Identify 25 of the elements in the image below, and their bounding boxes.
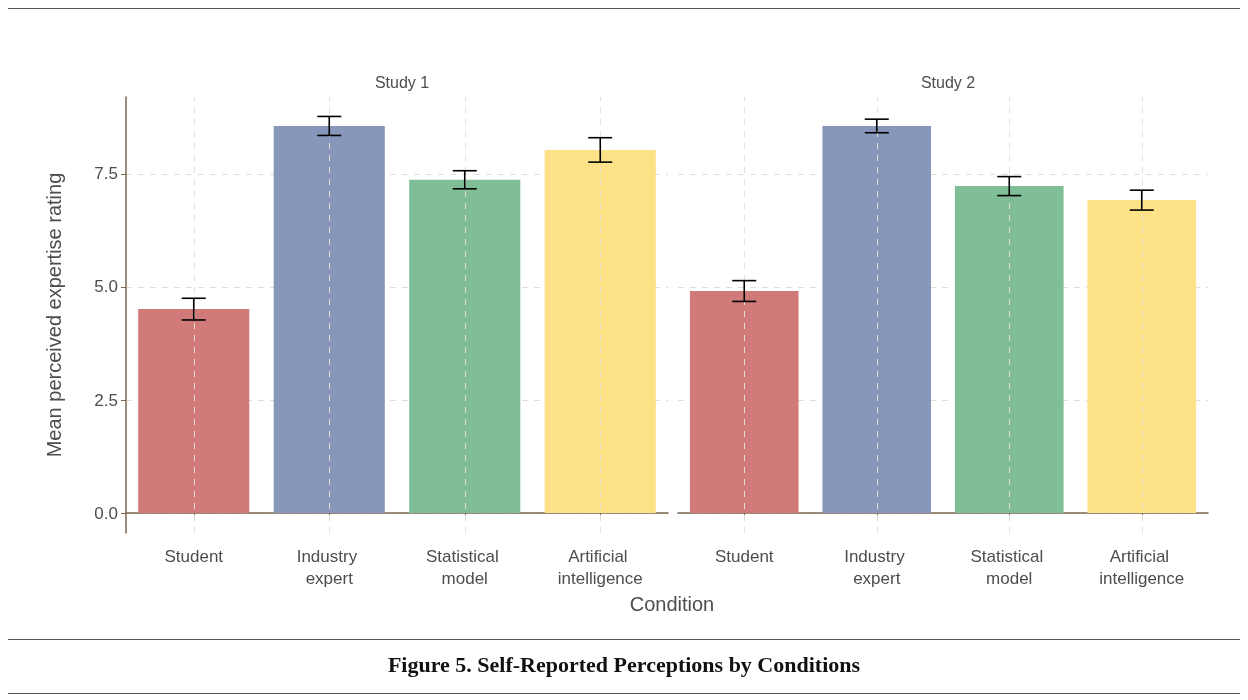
x-tick-label: Artificial intelligence: [1099, 546, 1185, 588]
y-axis-title: Mean perceived expertise rating: [43, 172, 65, 458]
bar: [273, 125, 385, 514]
x-tick-label: Artificial intelligence: [557, 546, 643, 588]
bar: [1087, 200, 1197, 514]
bar: [409, 179, 521, 514]
x-tick-label: Student: [714, 546, 774, 566]
bar: [822, 125, 932, 514]
bar: [544, 149, 656, 514]
bar: [689, 291, 799, 514]
bar: [138, 309, 250, 514]
bar: [954, 186, 1064, 514]
y-tick-label: 5.0: [94, 277, 118, 297]
x-tick-label: Industry expert: [296, 546, 362, 588]
x-tick-label: Statistical model: [426, 546, 504, 588]
chart-title: Study 2: [920, 73, 976, 91]
x-tick-label: Student: [164, 546, 224, 566]
x-axis-title: Condition: [628, 593, 716, 616]
y-tick-label: 7.5: [94, 164, 118, 184]
chart-title: Study 1: [374, 73, 430, 91]
caption: Figure 5. Self-Reported Perceptions by Conditions: [386, 652, 862, 678]
y-tick-label: 2.5: [94, 390, 118, 410]
x-tick-label: Industry expert: [844, 546, 910, 588]
x-tick-label: Statistical model: [970, 546, 1048, 588]
y-tick-label: 0.0: [94, 503, 118, 523]
